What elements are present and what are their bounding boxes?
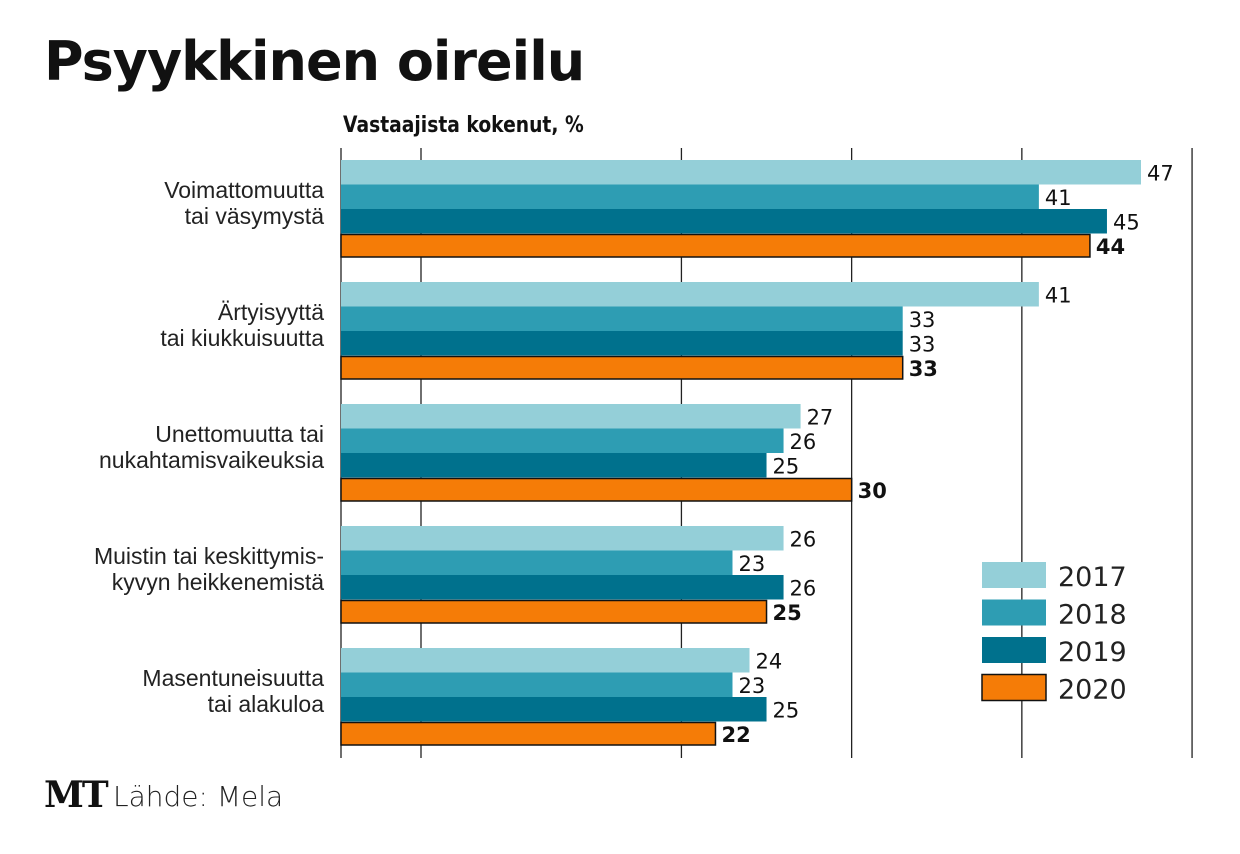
category-label: Voimattomuutta bbox=[164, 177, 324, 203]
legend-swatch-2020 bbox=[981, 673, 1047, 702]
data-label: 24 bbox=[756, 650, 783, 674]
bar-2020 bbox=[340, 233, 1091, 258]
source-note: Lähde: Mela bbox=[113, 780, 284, 813]
mt-logo: MT bbox=[44, 774, 109, 816]
bar-2018 bbox=[341, 184, 1039, 209]
bar-2018 bbox=[341, 306, 903, 331]
data-label: 33 bbox=[909, 333, 936, 357]
category-label: kyvyn heikkenemistä bbox=[112, 569, 324, 595]
data-label: 22 bbox=[721, 723, 750, 747]
category-label: Ärtyisyyttä bbox=[218, 299, 324, 325]
bar-2018 bbox=[341, 550, 733, 575]
data-label: 33 bbox=[909, 308, 936, 332]
data-label: 23 bbox=[738, 552, 765, 576]
data-label: 26 bbox=[790, 577, 817, 601]
legend-label: 2018 bbox=[1058, 600, 1127, 631]
legend-swatch-2017 bbox=[982, 562, 1046, 588]
data-label: 30 bbox=[858, 479, 887, 503]
bar-2019 bbox=[341, 453, 767, 478]
data-label: 47 bbox=[1147, 162, 1174, 186]
bar-2019 bbox=[341, 575, 784, 600]
data-label: 25 bbox=[773, 455, 800, 479]
category-label: tai alakuloa bbox=[208, 691, 325, 717]
legend-label: 2019 bbox=[1058, 637, 1127, 668]
category-label: Unettomuutta tai bbox=[155, 421, 324, 447]
data-label: 33 bbox=[909, 357, 938, 381]
bar-2019 bbox=[341, 331, 903, 356]
data-label: 25 bbox=[773, 601, 802, 625]
bar-2020 bbox=[340, 599, 768, 624]
bar-2020 bbox=[340, 477, 853, 502]
data-label: 45 bbox=[1113, 211, 1140, 235]
bar-2017 bbox=[341, 648, 750, 673]
bar-2017 bbox=[341, 526, 784, 551]
category-label: Muistin tai keskittymis- bbox=[94, 543, 324, 569]
category-label: nukahtamisvaikeuksia bbox=[99, 447, 324, 473]
chart-title: Psyykkinen oireilu bbox=[44, 30, 585, 93]
legend-label: 2020 bbox=[1058, 675, 1127, 706]
category-label: Masentuneisuutta bbox=[142, 665, 324, 691]
data-label: 44 bbox=[1096, 235, 1125, 259]
category-label: tai kiukkuisuutta bbox=[160, 325, 324, 351]
data-label: 23 bbox=[738, 674, 765, 698]
data-label: 25 bbox=[773, 699, 800, 723]
bar-2019 bbox=[341, 697, 767, 722]
category-label: tai väsymystä bbox=[185, 203, 325, 229]
legend-swatch-2019 bbox=[982, 637, 1046, 663]
bar-2017 bbox=[341, 282, 1039, 307]
bar-2018 bbox=[341, 428, 784, 453]
bar-2019 bbox=[341, 209, 1107, 234]
bar-2017 bbox=[341, 404, 801, 429]
legend-swatch-2018 bbox=[982, 599, 1046, 626]
bar-2017 bbox=[341, 160, 1141, 185]
data-label: 26 bbox=[790, 528, 817, 552]
data-label: 41 bbox=[1045, 186, 1072, 210]
legend-label: 2017 bbox=[1058, 562, 1127, 593]
bar-2020 bbox=[340, 721, 717, 746]
bar-2020 bbox=[340, 355, 904, 380]
data-label: 27 bbox=[807, 406, 834, 430]
bar-2018 bbox=[341, 672, 733, 697]
data-label: 26 bbox=[790, 430, 817, 454]
chart-subtitle: Vastaajista kokenut, % bbox=[343, 113, 584, 138]
data-label: 41 bbox=[1045, 284, 1072, 308]
